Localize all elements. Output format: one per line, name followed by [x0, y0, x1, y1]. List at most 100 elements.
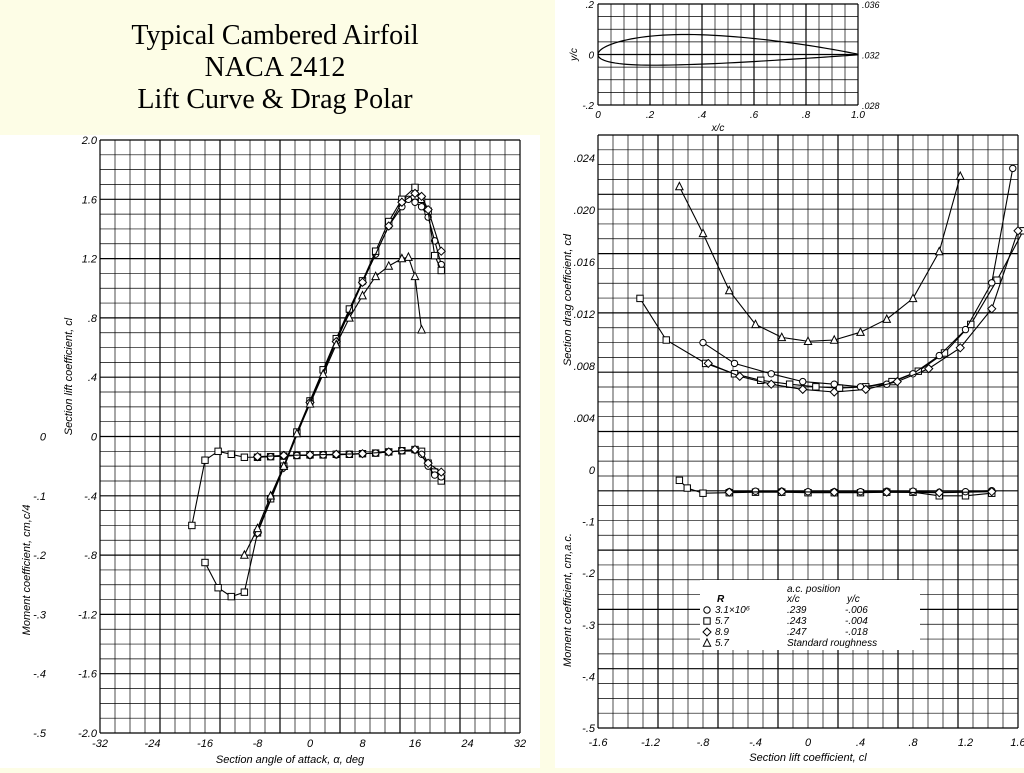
drag-series-0-point — [855, 326, 866, 336]
drag-series-2-point — [767, 370, 775, 378]
drag-series-2-point — [961, 325, 970, 334]
lift-x-tick-label: 24 — [460, 738, 473, 750]
airfoil-y-tick-label: 0 — [588, 51, 594, 62]
lift-series-1-point — [201, 558, 209, 567]
drag-series-3-point — [798, 384, 808, 395]
moment-y-tick-label: 0 — [40, 432, 47, 444]
drag-x-tick-label: -.8 — [697, 737, 711, 749]
lift-series-1-point — [240, 588, 249, 596]
legend-header-xc: x/c — [786, 594, 800, 605]
drag-x-tick-label: 0 — [805, 737, 812, 749]
lift-series-1-point — [430, 251, 439, 260]
drag-moment-tick-label: -.3 — [582, 620, 596, 632]
lift-series-3-point — [384, 260, 394, 270]
lift-x-tick-label: -24 — [145, 738, 161, 750]
lift-y-tick-label: -.4 — [84, 491, 97, 503]
lift-y-tick-label: .4 — [88, 372, 97, 384]
drag-x-tick-label: -1.6 — [589, 737, 609, 749]
drag-moment-tick-label: -.5 — [582, 723, 596, 735]
lift-x-tick-label: 16 — [409, 738, 422, 750]
airfoil-y-tick-label: -.2 — [582, 101, 594, 112]
moment-y-tick-label: -.2 — [33, 550, 46, 562]
title-box: Typical Cambered Airfoil NACA 2412 Lift … — [0, 0, 550, 135]
lift-series-0-point — [417, 203, 426, 211]
lift-series-1-point — [437, 266, 445, 275]
drag-series-0-point — [882, 313, 892, 323]
lift-series-6-point — [331, 449, 341, 459]
legend-yc-value: Standard roughness — [787, 638, 877, 649]
drag-series-3 — [703, 226, 1023, 397]
lift-series-3-point — [292, 428, 302, 438]
drag-x-tick-label: -1.2 — [641, 737, 660, 749]
lift-series-2-point — [423, 204, 433, 215]
lift-series-3-point — [331, 339, 341, 349]
drag-x-tick-label: .4 — [856, 737, 865, 749]
lift-x-tick-label: -32 — [92, 738, 108, 750]
lift-x-tick-label: 0 — [307, 738, 314, 750]
lift-series-6 — [252, 444, 446, 477]
lift-series-6-point — [279, 450, 289, 461]
drag-series-3-point — [703, 358, 713, 369]
lift-series-4-point — [240, 453, 249, 461]
legend-yc-value: -.004 — [845, 616, 868, 627]
drag-series-2-point — [699, 338, 707, 347]
lift-series-4-point — [214, 447, 222, 456]
moment-y-axis-label: Moment coefficient, cm,c/4 — [21, 505, 33, 636]
drag-series-0-point — [955, 170, 965, 180]
lift-series-0-line — [256, 198, 442, 532]
drag-series-2-point — [1009, 164, 1017, 173]
airfoil-y2-tick-label: .028 — [862, 101, 880, 111]
drag-polar-panel: 0.2.4.6.8 1.0.2 0 -.2.036.032.028 x/c y/c -1.6… — [555, 0, 1024, 768]
drag-y-tick-label: .008 — [574, 361, 596, 373]
drag-series-0-point — [777, 332, 787, 342]
drag-y-tick-label: .024 — [574, 153, 595, 165]
drag-x-axis-label: Section lift coefficient, cl — [749, 752, 867, 764]
drag-series-0-point — [829, 334, 839, 344]
drag-series-3-point — [735, 371, 745, 382]
drag-series-1-point — [812, 383, 820, 391]
legend-background — [700, 580, 920, 650]
lift-series-3-point — [397, 253, 407, 263]
airfoil-y-tick-label: .2 — [586, 0, 595, 11]
airfoil-outline — [597, 33, 859, 66]
drag-series-2-point — [830, 380, 838, 388]
drag-series-6-point — [882, 487, 892, 497]
drag-series-4-point — [683, 484, 691, 492]
lift-series-3-point — [344, 312, 354, 322]
airfoil-x-tick-label: .6 — [750, 110, 759, 121]
drag-x-tick-label: .8 — [908, 737, 918, 749]
lift-series-4-point — [227, 450, 235, 458]
lift-y-tick-label: .8 — [88, 313, 98, 325]
legend-marker — [703, 617, 711, 625]
lift-series-4-point — [201, 456, 209, 464]
drag-x-tick-label: -.4 — [749, 737, 762, 749]
lift-series-4-line — [191, 448, 442, 526]
drag-series-6-point — [987, 486, 997, 497]
drag-series-2-line — [702, 168, 1014, 388]
lift-series-0 — [253, 195, 445, 536]
lift-series-3-point — [279, 460, 289, 470]
lift-x-tick-label: 32 — [514, 738, 526, 750]
legend-r-value: 5.7 — [715, 638, 729, 649]
lift-x-tick-label: 8 — [359, 738, 366, 750]
drag-y-axis-label: Section drag coefficient, cd — [562, 233, 574, 366]
lift-series-6-point — [305, 450, 315, 460]
lift-series-6-point — [252, 451, 263, 462]
drag-moment-tick-label: -.4 — [582, 671, 595, 683]
legend-header-r: R — [717, 594, 725, 605]
drag-series-3-point — [1013, 226, 1023, 236]
drag-series-1-line — [639, 230, 1024, 389]
lift-series-3-point — [371, 271, 381, 281]
lift-series-3-point — [403, 251, 413, 261]
drag-series-1-point — [662, 336, 670, 344]
lift-y-tick-label: 1.2 — [82, 254, 97, 266]
drag-series-4-point — [675, 476, 684, 485]
lift-series-3 — [239, 251, 427, 559]
lift-series-6-point — [357, 448, 368, 459]
drag-y-tick-label: .004 — [574, 413, 595, 425]
drag-series-0-point — [724, 285, 734, 295]
drag-series-0-point — [674, 181, 684, 191]
legend-r-value: 5.7 — [715, 616, 729, 627]
drag-series-3-point — [892, 376, 902, 387]
lift-series-2-point — [397, 197, 407, 207]
